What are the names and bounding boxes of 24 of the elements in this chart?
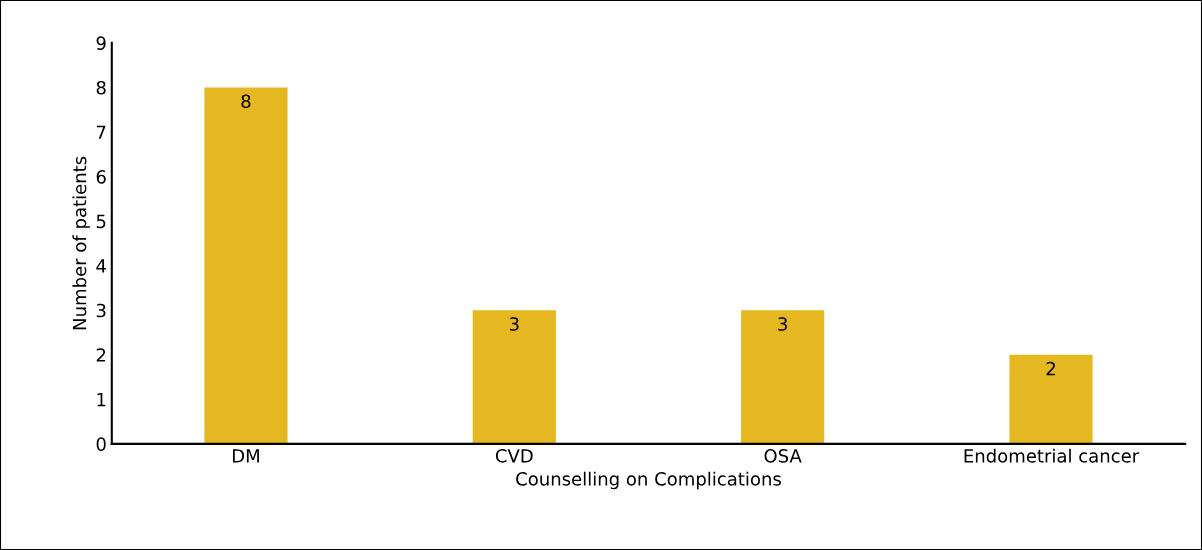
x-tick-label: DM <box>232 449 259 463</box>
y-tick-label: 5 <box>96 214 106 229</box>
bar <box>204 87 288 444</box>
y-tick-label: 7 <box>96 125 106 139</box>
data-label: 2 <box>1046 361 1055 376</box>
y-tick-label: 2 <box>96 348 106 362</box>
x-tick-label: CVD <box>495 449 533 463</box>
y-axis-title: Number of patients <box>72 156 90 330</box>
bar <box>472 310 556 444</box>
bar <box>1009 354 1093 444</box>
y-tick-label: 4 <box>96 259 106 273</box>
y-tick-label: 3 <box>96 303 106 318</box>
y-tick-label: 0 <box>96 437 106 451</box>
x-tick-label: OSA <box>764 449 802 463</box>
x-axis-title: Counselling on Complications <box>516 471 781 490</box>
data-label: 8 <box>241 94 251 109</box>
x-tick-label: Endometrial cancer <box>964 448 1140 463</box>
data-label: 3 <box>509 317 519 331</box>
y-tick-label: 6 <box>96 170 106 184</box>
y-tick-label: 9 <box>96 36 106 51</box>
bar <box>741 310 825 444</box>
y-tick-label: 1 <box>97 393 106 407</box>
data-label: 3 <box>778 317 787 331</box>
y-tick-label: 8 <box>96 80 106 95</box>
